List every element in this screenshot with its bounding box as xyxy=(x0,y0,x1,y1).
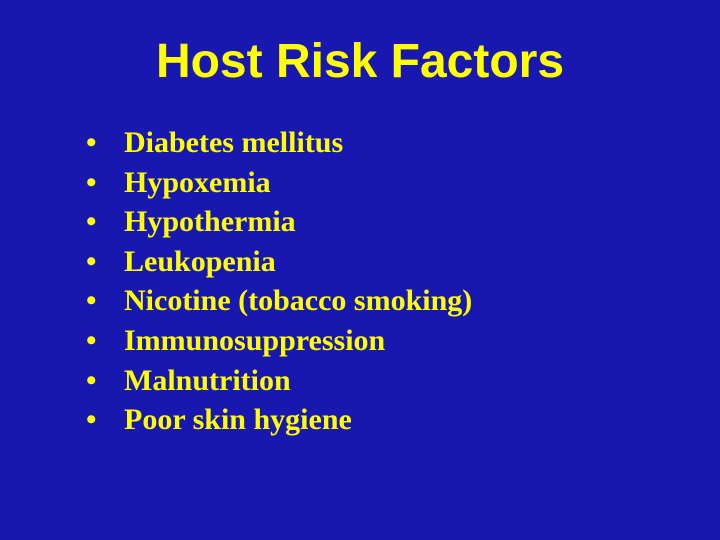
list-item: Malnutrition xyxy=(80,361,660,401)
list-item: Leukopenia xyxy=(80,242,660,282)
list-item: Hypothermia xyxy=(80,202,660,242)
bullet-list: Diabetes mellitus Hypoxemia Hypothermia … xyxy=(60,123,660,440)
list-item: Hypoxemia xyxy=(80,163,660,203)
list-item: Immunosuppression xyxy=(80,321,660,361)
slide-title: Host Risk Factors xyxy=(60,34,660,89)
list-item: Nicotine (tobacco smoking) xyxy=(80,281,660,321)
list-item: Diabetes mellitus xyxy=(80,123,660,163)
list-item: Poor skin hygiene xyxy=(80,400,660,440)
slide: Host Risk Factors Diabetes mellitus Hypo… xyxy=(0,0,720,540)
